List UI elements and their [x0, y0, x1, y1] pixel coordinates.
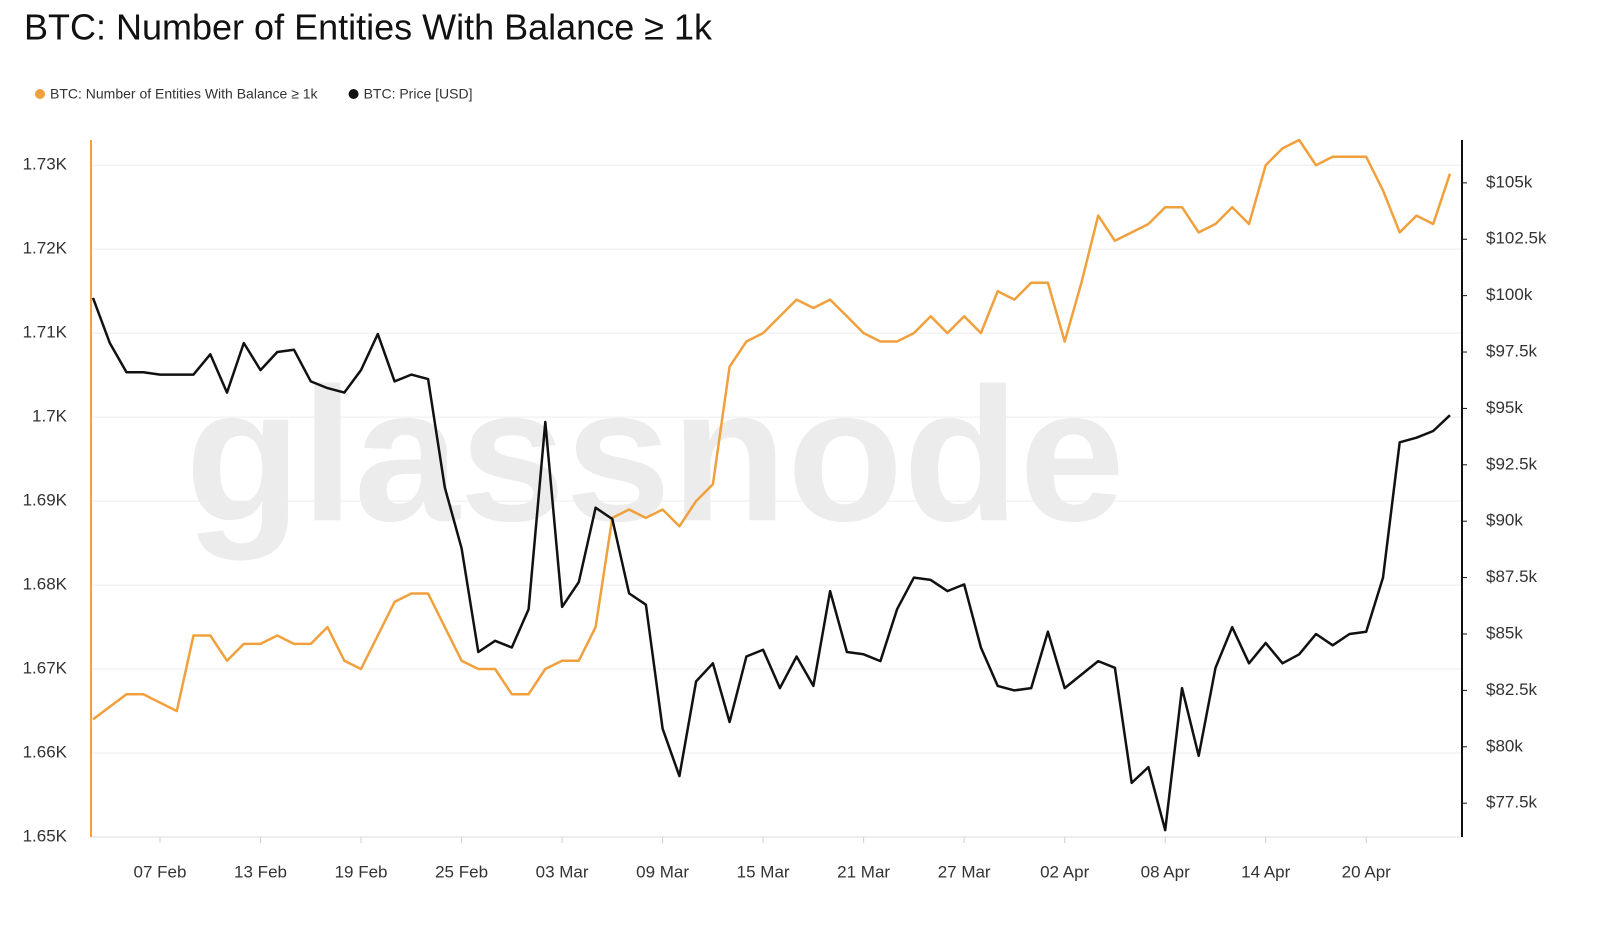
series-line — [92, 138, 1452, 721]
y-tick-label: 1.68K — [23, 575, 68, 594]
y2-tick-label: $80k — [1486, 736, 1523, 755]
y2-tick-label: $92.5k — [1486, 454, 1538, 473]
watermark: glassnode — [185, 349, 1125, 561]
x-tick-label: 08 Apr — [1141, 862, 1190, 881]
x-tick-label: 13 Feb — [234, 862, 287, 881]
y-tick-label: 1.71K — [23, 323, 68, 342]
x-tick-label: 07 Feb — [134, 862, 187, 881]
y2-tick-label: $95k — [1486, 398, 1523, 417]
y2-tick-label: $85k — [1486, 623, 1523, 642]
y-tick-label: 1.67K — [23, 659, 68, 678]
series-line — [91, 297, 1451, 832]
y2-tick-label: $90k — [1486, 511, 1523, 530]
y2-tick-label: $82.5k — [1486, 680, 1538, 699]
y-tick-label: 1.65K — [23, 826, 68, 845]
y-tick-label: 1.66K — [23, 743, 68, 762]
y2-tick-label: $102.5k — [1486, 229, 1547, 248]
x-tick-label: 27 Mar — [938, 862, 991, 881]
x-tick-label: 09 Mar — [636, 862, 689, 881]
y2-tick-label: $105k — [1486, 172, 1533, 191]
y2-tick-label: $77.5k — [1486, 793, 1538, 812]
y2-tick-label: $87.5k — [1486, 567, 1538, 586]
legend-label: BTC: Price [USD] — [364, 86, 473, 102]
x-tick-label: 14 Apr — [1241, 862, 1290, 881]
x-tick-label: 21 Mar — [837, 862, 890, 881]
chart-title: BTC: Number of Entities With Balance ≥ 1… — [24, 7, 713, 48]
y-tick-label: 1.73K — [23, 155, 68, 174]
x-tick-label: 02 Apr — [1040, 862, 1089, 881]
legend-marker — [35, 89, 45, 99]
x-tick-label: 19 Feb — [335, 862, 388, 881]
y-tick-label: 1.72K — [23, 239, 68, 258]
y-tick-label: 1.7K — [32, 407, 68, 426]
x-tick-label: 03 Mar — [536, 862, 589, 881]
x-tick-label: 25 Feb — [435, 862, 488, 881]
x-tick-label: 15 Mar — [737, 862, 790, 881]
y2-tick-label: $100k — [1486, 285, 1533, 304]
legend-marker — [348, 89, 359, 99]
y-tick-label: 1.69K — [23, 491, 68, 510]
legend-label: BTC: Number of Entities With Balance ≥ 1… — [50, 86, 319, 102]
y2-tick-label: $97.5k — [1486, 342, 1538, 361]
x-tick-label: 20 Apr — [1342, 862, 1391, 881]
